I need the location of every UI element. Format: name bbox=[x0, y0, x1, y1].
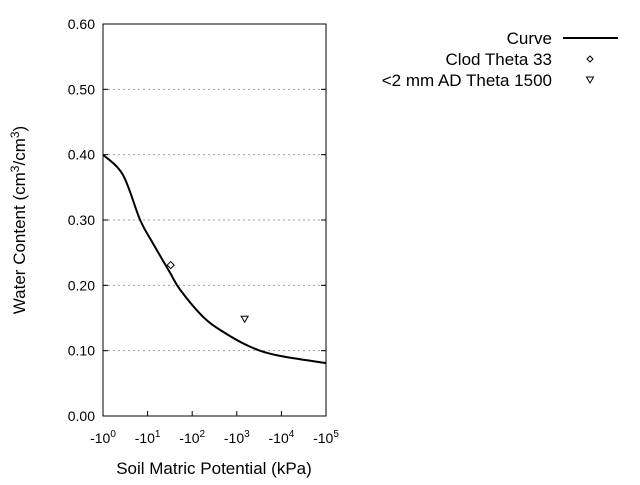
legend-label-ad: <2 mm AD Theta 1500 bbox=[382, 71, 552, 90]
y-tick-label: 0.50 bbox=[68, 81, 95, 97]
x-tick-label: -105 bbox=[313, 429, 339, 446]
y-tick-label: 0.20 bbox=[68, 277, 95, 293]
x-tick-label: -100 bbox=[90, 429, 116, 446]
y-axis: 0.00 0.10 0.20 0.30 0.40 0.50 0.60 bbox=[68, 16, 326, 424]
legend-label-curve: Curve bbox=[507, 29, 552, 48]
legend-label-clod: Clod Theta 33 bbox=[446, 50, 552, 69]
legend: Curve Clod Theta 33 <2 mm AD Theta 1500 bbox=[382, 29, 618, 90]
x-axis-label: Soil Matric Potential (kPa) bbox=[116, 459, 312, 478]
y-tick-label: 0.60 bbox=[68, 16, 95, 32]
y-tick-label: 0.40 bbox=[68, 147, 95, 163]
y-tick-label: 0.10 bbox=[68, 343, 95, 359]
clod-theta-33-point bbox=[166, 260, 175, 270]
curve-line bbox=[102, 153, 327, 365]
y-tick-label: 0.30 bbox=[68, 212, 95, 228]
x-tick-label: -101 bbox=[135, 429, 161, 446]
legend-triangle-down-icon bbox=[585, 76, 595, 84]
legend-diamond-icon bbox=[586, 55, 594, 63]
ad-theta-1500-point bbox=[240, 315, 250, 324]
x-tick-label: -103 bbox=[224, 429, 250, 446]
x-tick-label: -102 bbox=[179, 429, 205, 446]
grid bbox=[103, 88, 326, 352]
data-marks bbox=[102, 153, 327, 365]
y-tick-label: 0.00 bbox=[68, 408, 95, 424]
x-tick-label: -104 bbox=[269, 429, 295, 446]
x-axis: -100 -101 -102 -103 -104 -105 bbox=[90, 411, 339, 446]
y-axis-label: Water Content (cm3/cm3) bbox=[8, 126, 29, 314]
